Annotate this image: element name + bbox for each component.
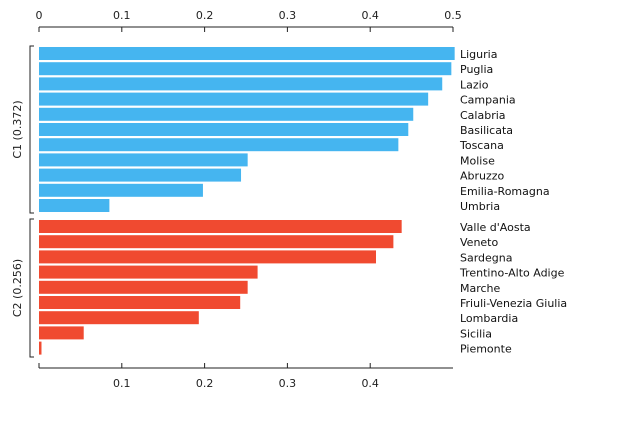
category-label: Sardegna xyxy=(460,251,513,264)
category-label: Molise xyxy=(460,154,495,167)
bottom-tick-label: 0.1 xyxy=(113,377,131,390)
bar xyxy=(39,153,248,167)
group-bracket xyxy=(29,218,34,358)
category-label: Basilicata xyxy=(460,124,513,137)
category-label: Campania xyxy=(460,94,516,107)
bar xyxy=(39,235,394,249)
category-label: Calabria xyxy=(460,109,506,122)
bottom-tick-label: 0.4 xyxy=(361,377,379,390)
bar-group-2: C2 (0.256) Valle d'Aosta Veneto Sardegna Tre… xyxy=(11,218,567,358)
bar xyxy=(39,77,443,91)
bar xyxy=(39,107,414,121)
group-label: C1 (0.372) xyxy=(11,100,24,158)
bar xyxy=(39,341,42,355)
bar xyxy=(39,183,203,197)
category-label: Abruzzo xyxy=(460,170,505,183)
top-tick-label: 0.4 xyxy=(361,9,379,22)
category-label: Marche xyxy=(460,282,501,295)
bar xyxy=(39,220,402,233)
bar xyxy=(39,62,452,76)
category-label: Valle d'Aosta xyxy=(460,221,531,234)
category-label: Liguria xyxy=(460,48,497,61)
bar xyxy=(39,47,455,60)
top-tick-label: 0.2 xyxy=(196,9,214,22)
category-label: Friuli-Venezia Giulia xyxy=(460,297,567,310)
category-label: Veneto xyxy=(460,236,498,249)
category-label: Toscana xyxy=(459,139,504,152)
category-label: Trentino-Alto Adige xyxy=(459,267,565,280)
top-tick-label: 0.1 xyxy=(113,9,131,22)
bar xyxy=(39,123,409,136)
top-tick-label: 0.3 xyxy=(279,9,297,22)
bar xyxy=(39,250,376,264)
category-label: Lazio xyxy=(460,78,489,91)
bar xyxy=(39,168,242,182)
bar xyxy=(39,138,399,152)
top-axis: 0 0.1 0.2 0.3 0.4 0.5 xyxy=(36,9,462,32)
top-tick-label: 0.5 xyxy=(444,9,462,22)
bar-group-1: C1 (0.372) Liguria Puglia Lazio Campania Cala… xyxy=(11,45,550,214)
category-label: Umbria xyxy=(460,200,500,213)
bar xyxy=(39,296,241,309)
group-label: C2 (0.256) xyxy=(11,259,24,317)
bottom-axis: 0.1 0.2 0.3 0.4 xyxy=(38,363,453,390)
bar xyxy=(39,199,110,212)
category-label: Puglia xyxy=(460,63,493,76)
bar xyxy=(39,311,199,325)
category-label: Piemonte xyxy=(460,343,512,356)
bar xyxy=(39,265,258,279)
category-label: Lombardia xyxy=(460,312,518,325)
category-label: Sicilia xyxy=(460,327,492,340)
category-label: Emilia-Romagna xyxy=(460,185,550,198)
bar-groups: C1 (0.372) Liguria Puglia Lazio Campania Cala… xyxy=(11,45,567,358)
top-tick-label: 0 xyxy=(36,9,43,22)
group-bracket xyxy=(29,45,34,214)
bar xyxy=(39,92,429,106)
bottom-tick-label: 0.3 xyxy=(279,377,297,390)
bar xyxy=(39,326,84,340)
bar xyxy=(39,280,248,294)
bottom-tick-label: 0.2 xyxy=(196,377,214,390)
